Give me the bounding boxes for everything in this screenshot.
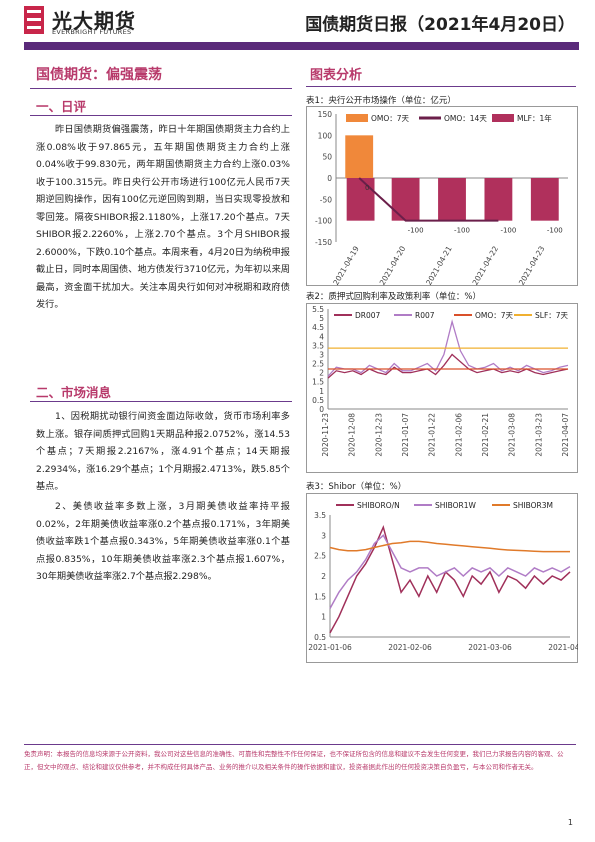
legend-label: SHIBORO/N — [357, 501, 400, 510]
y-tick-label: 5 — [319, 314, 324, 323]
legend-label: OMO：7天 — [371, 114, 410, 123]
logo-subtext: EVERBRIGHT FUTURES — [52, 28, 132, 36]
y-tick-label: 3.5 — [314, 511, 326, 520]
y-tick-label: 4 — [319, 332, 324, 341]
x-tick-label: 2020-11-23 — [321, 413, 330, 457]
report-title: 国债期货日报（2021年4月20日） — [305, 15, 575, 35]
logo-text: 光大期货 — [52, 9, 136, 33]
section2-paragraph-1: 1、因税期扰动银行间资金面边际收敛，货币市场利率多数上涨。银存间质押式回购1天期… — [36, 411, 290, 492]
x-tick-label: 2021-04-06 — [548, 643, 578, 652]
data-label: -100 — [408, 227, 424, 235]
logo-icon — [24, 6, 44, 34]
footer-divider — [24, 744, 576, 745]
legend-label: MLF：1年 — [517, 113, 552, 123]
y-tick-label: 2.5 — [312, 360, 324, 369]
headline-divider — [30, 88, 292, 89]
x-tick-label: 2021-03-08 — [508, 413, 517, 457]
chart-section-title: 图表分析 — [310, 68, 363, 83]
y-tick-label: 2 — [319, 369, 324, 378]
legend-label: R007 — [415, 311, 435, 320]
disclaimer: 免责声明：本报告的信息均来源于公开资料，我公司对这些信息的准确性、可靠性和完整性… — [24, 750, 564, 771]
legend-label: SHIBOR1W — [435, 501, 477, 510]
bar-mlf — [346, 178, 375, 221]
y-tick-label: 0.5 — [312, 396, 324, 405]
y-tick-label: 1 — [321, 613, 326, 622]
bar-mlf — [391, 178, 420, 221]
y-tick-label: 100 — [318, 131, 333, 140]
section1-divider — [30, 115, 292, 116]
legend-label: SHIBOR3M — [513, 501, 553, 510]
bar-mlf — [484, 178, 513, 221]
y-tick-label: 3 — [319, 350, 324, 359]
fig1-caption: 表1：央行公开市场操作（单位：亿元） — [306, 96, 456, 106]
section1-paragraph: 昨日国债期货偏强震荡，昨日十年期国债期货主力合约上涨0.08%收于97.865元… — [36, 124, 290, 310]
series-line — [329, 524, 571, 634]
x-tick-label: 2021-04-07 — [561, 413, 570, 457]
header-divider — [24, 42, 579, 50]
x-tick-label: 2021-02-06 — [388, 643, 432, 652]
y-tick-label: 3 — [321, 531, 326, 540]
y-tick-label: 150 — [318, 110, 333, 119]
x-tick-label: 2021-02-21 — [481, 413, 490, 457]
chart-frame — [306, 303, 578, 473]
chart-section-divider — [306, 86, 576, 87]
legend-label: SLF：7天 — [535, 311, 569, 320]
x-tick-label: 2021-03-06 — [468, 643, 512, 652]
x-tick-label: 2021-02-06 — [454, 413, 463, 457]
legend-swatch — [346, 114, 368, 122]
y-tick-label: 1.5 — [314, 592, 326, 601]
fig3-caption: 表3：Shibor（单位：%） — [306, 482, 407, 492]
y-tick-label: 0 — [319, 405, 324, 414]
y-tick-label: 4.5 — [312, 323, 324, 332]
y-tick-label: 0.5 — [314, 633, 326, 642]
y-tick-label: 3.5 — [312, 341, 324, 350]
section1-title: 一、日评 — [36, 99, 87, 114]
x-tick-label: 2020-12-23 — [374, 413, 383, 457]
legend-label: DR007 — [355, 311, 381, 320]
bar-mlf — [438, 178, 466, 221]
data-label: -100 — [547, 227, 563, 235]
data-label: -100 — [454, 227, 470, 235]
page-number: 1 — [567, 818, 573, 827]
data-label: -100 — [500, 227, 516, 235]
x-tick-label: 2021-01-06 — [308, 643, 352, 652]
y-tick-label: -50 — [320, 195, 332, 204]
y-tick-label: 5.5 — [312, 305, 324, 314]
legend-swatch — [492, 114, 514, 122]
y-tick-label: 2 — [321, 572, 326, 581]
data-label: 0 — [365, 184, 369, 192]
line-omo14 — [358, 177, 499, 222]
legend-label: OMO：14天 — [444, 114, 487, 123]
legend-label: OMO：7天 — [475, 311, 514, 320]
repo-rate-chart: 00.511.522.533.544.555.5 2020-11-23 2020-1… — [306, 303, 578, 473]
x-tick-label: 2020-12-08 — [348, 413, 357, 457]
section2-paragraph-2: 2、美债收益率多数上涨，3月期美债收益率持平报0.02%，2年期美债收益率涨0.… — [36, 501, 290, 582]
series-line — [329, 540, 570, 553]
x-tick-label: 2021-01-22 — [428, 413, 437, 457]
x-tick-label: 2021-01-07 — [401, 413, 410, 457]
section2-divider — [30, 401, 292, 402]
bar-mlf — [530, 178, 559, 221]
y-tick-label: 0 — [327, 174, 332, 183]
y-tick-label: 1.5 — [312, 378, 324, 387]
y-tick-label: -150 — [315, 238, 332, 247]
y-tick-label: 1 — [319, 387, 324, 396]
y-tick-label: 2.5 — [314, 552, 326, 561]
shibor-chart: 0.5 1 1.5 2 2.5 3 3.5 2021-01-06 2021-02-06 2021-… — [306, 493, 578, 663]
series-line — [327, 319, 569, 377]
headline: 国债期货：偏强震荡 — [36, 67, 162, 83]
fig2-caption: 表2：质押式回购利率及政策利率（单位：%） — [306, 292, 481, 302]
y-tick-label: 50 — [322, 153, 332, 162]
x-tick-label: 2021-03-23 — [534, 413, 543, 457]
y-tick-label: -100 — [315, 217, 332, 226]
bar-omo7 — [345, 135, 374, 178]
series-line — [329, 534, 571, 609]
section2-title: 二、市场消息 — [36, 385, 112, 400]
